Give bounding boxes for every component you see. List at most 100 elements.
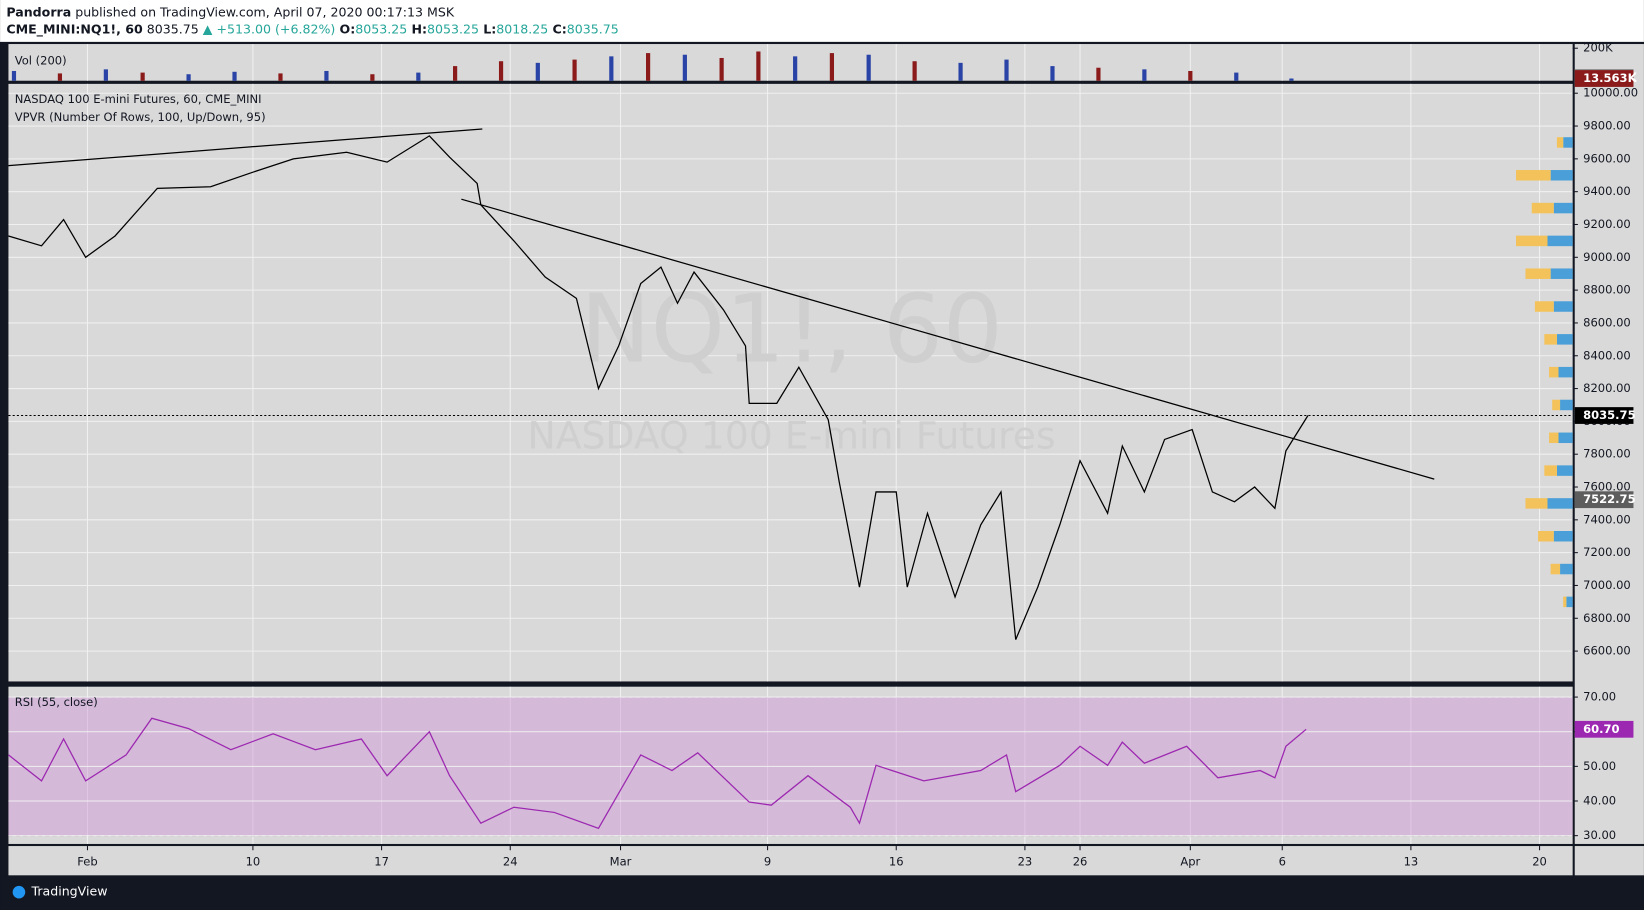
time-axis	[8, 846, 1573, 876]
volume-bar	[535, 62, 540, 81]
vpvr-down	[1516, 235, 1548, 247]
x-tick-label: 6	[1279, 854, 1286, 868]
vpvr-up	[1547, 235, 1573, 247]
y-tick-label: 9600.00	[1583, 151, 1631, 165]
volume-bar	[958, 62, 963, 81]
vpvr-down	[1516, 170, 1551, 181]
x-tick-label: 24	[503, 854, 518, 868]
y-tick-label: 7600.00	[1583, 480, 1631, 494]
ohlc-value: 8053.25	[355, 21, 407, 36]
ohlc-label: O:	[340, 21, 356, 36]
ohlc-label: C:	[553, 21, 567, 36]
vpvr-down	[1549, 432, 1559, 444]
volume-bar	[829, 53, 835, 81]
vpvr-down	[1556, 137, 1564, 148]
price-tag	[1574, 720, 1634, 738]
vpvr-down	[1531, 202, 1554, 214]
vpvr-up	[1550, 170, 1573, 181]
y-tick-label: 9400.00	[1583, 184, 1631, 198]
x-tick-label: 23	[1018, 854, 1033, 868]
volume-bar	[1188, 70, 1193, 81]
volume-bar	[1289, 78, 1294, 81]
vpvr-up	[1553, 301, 1573, 312]
y-tick-label: 8600.00	[1583, 315, 1631, 329]
price-axis	[1574, 44, 1644, 844]
volume-bar	[866, 54, 871, 81]
vpvr-down	[1534, 301, 1554, 312]
price-tag-label: 8035.75	[1583, 408, 1635, 422]
x-tick-label: 13	[1404, 854, 1419, 868]
footer: TradingView	[0, 875, 1644, 910]
trend-line	[8, 128, 483, 167]
price-tag-label: 7522.75	[1583, 492, 1635, 506]
logo[interactable]	[12, 885, 26, 899]
pane-title: NASDAQ 100 E-mini Futures, 60, CME_MINI	[15, 92, 262, 106]
vpvr-up	[1547, 498, 1573, 509]
y-tick-label: 7800.00	[1583, 447, 1631, 461]
main-pane	[8, 83, 1573, 682]
ohlc-label: L:	[483, 21, 496, 36]
header-line-2: CME_MINI:NQ1!, 60 8035.75 ▲ +513.00 (+6.…	[6, 21, 618, 37]
vpvr-up	[1560, 563, 1573, 575]
y-tick-label: 7000.00	[1583, 578, 1631, 592]
volume-bar	[416, 72, 421, 81]
vpvr-down	[1544, 334, 1557, 345]
axis-corner	[1574, 846, 1644, 876]
volume-bar	[140, 72, 145, 81]
ohlc-value: 8053.25	[427, 21, 479, 36]
vpvr-up	[1556, 334, 1573, 345]
watermark: NASDAQ 100 E-mini Futures	[528, 414, 1056, 458]
x-tick-label: 20	[1532, 854, 1547, 868]
vpvr-down	[1525, 268, 1551, 279]
author: Pandorra	[6, 4, 71, 19]
symbol: CME_MINI:NQ1!, 60	[6, 21, 143, 37]
y-tick-label: 70.00	[1583, 690, 1616, 704]
volume-bar	[912, 61, 917, 81]
vpvr-down	[1563, 596, 1567, 608]
y-tick-label: 6800.00	[1583, 611, 1631, 625]
footer-brand[interactable]: TradingView	[31, 884, 108, 899]
y-tick-label: 8200.00	[1583, 381, 1631, 395]
y-tick-label: 9000.00	[1583, 250, 1631, 264]
volume-bar	[1142, 69, 1147, 81]
vpvr-up	[1553, 202, 1573, 214]
vpvr-up	[1550, 268, 1573, 279]
volume-bar	[682, 54, 687, 81]
price-line	[8, 717, 1307, 830]
volume-bar	[11, 70, 17, 81]
volume-bar	[186, 74, 191, 81]
footer-bg	[0, 875, 1644, 910]
y-tick-label: 6600.00	[1583, 644, 1631, 658]
ohlc-value: 8018.25	[496, 21, 548, 36]
vpvr-up	[1558, 432, 1573, 444]
price-tag-label: 13.563K	[1583, 71, 1637, 85]
x-tick-label: 17	[374, 854, 389, 868]
volume-pane	[8, 44, 1573, 81]
volume-bar	[232, 71, 237, 81]
price-tag	[1574, 491, 1634, 509]
y-tick-label: 40.00	[1583, 794, 1616, 808]
volume-bar	[370, 74, 375, 81]
vpvr-down	[1549, 366, 1559, 378]
price-tag-label: 60.70	[1583, 722, 1619, 736]
x-tick-label: 16	[889, 854, 904, 868]
volume-bar	[1050, 66, 1055, 81]
vpvr-up	[1560, 399, 1573, 411]
rsi-pane	[8, 686, 1573, 844]
x-tick-label: Feb	[77, 854, 97, 868]
pane-title: RSI (55, close)	[15, 695, 98, 709]
main-group: 6600.00 6800.00 7000.00 7200.00 7400.00 7600.…	[8, 83, 1638, 868]
header-line-1: Pandorra published on TradingView.com, A…	[6, 4, 454, 19]
ohlc-label: H:	[411, 21, 427, 36]
vpvr-up	[1553, 530, 1573, 542]
y-tick-label: 7200.00	[1583, 545, 1631, 559]
y-tick-label: 9800.00	[1583, 119, 1631, 133]
x-tick-label: 9	[764, 854, 771, 868]
y-tick-label: 30.00	[1583, 828, 1616, 842]
price-line	[8, 135, 1309, 640]
volume-bar	[756, 51, 761, 81]
price-tag	[1574, 407, 1634, 424]
